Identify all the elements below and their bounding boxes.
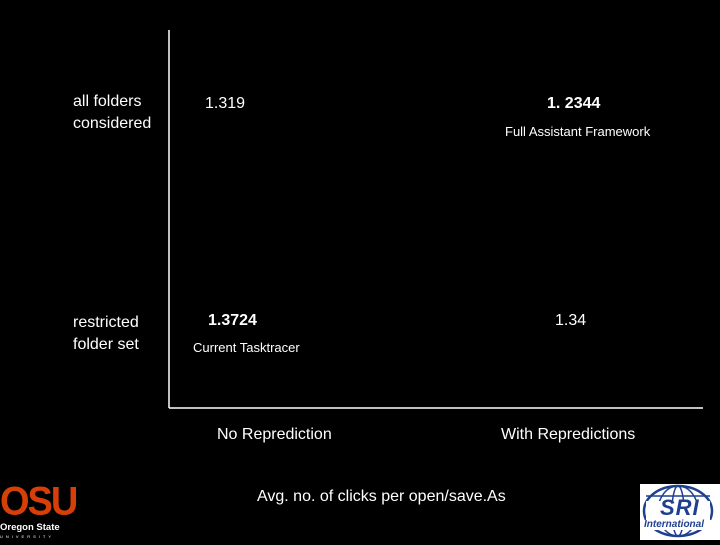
sri-logo: SRI International — [640, 484, 720, 540]
row-label-line: folder set — [73, 336, 139, 353]
row-label-line: considered — [73, 115, 152, 132]
cell-note-current-tasktracer: Current Tasktracer — [193, 340, 300, 355]
osu-logo: OSU Oregon State UNIVERSITY — [0, 479, 78, 540]
row-label-all-folders: all folders considered — [73, 91, 151, 135]
osu-logo-name: Oregon State — [0, 522, 60, 533]
sri-logo-mark: SRI — [660, 495, 700, 520]
cell-value-restricted-with-repredictions: 1.34 — [555, 312, 587, 329]
cell-value-all-with-repredictions: 1. 2344 — [547, 95, 601, 112]
cell-value-all-no-reprediction: 1.319 — [205, 95, 246, 112]
row-label-line: all folders — [73, 93, 142, 110]
sri-globe-icon — [642, 484, 714, 538]
row-label-restricted: restricted folder set — [73, 312, 139, 356]
cell-value-restricted-no-reprediction: 1.3724 — [208, 312, 257, 329]
osu-logo-sub: UNIVERSITY — [0, 534, 55, 539]
column-label-no-reprediction: No Reprediction — [217, 426, 332, 443]
sri-logo-name: International — [644, 519, 705, 530]
osu-logo-mark: OSU — [0, 479, 78, 524]
column-label-with-repredictions: With Repredictions — [501, 426, 636, 443]
cell-note-full-assistant-framework: Full Assistant Framework — [505, 124, 651, 139]
row-label-line: restricted — [73, 314, 139, 331]
chart-caption: Avg. no. of clicks per open/save.As — [257, 488, 506, 505]
